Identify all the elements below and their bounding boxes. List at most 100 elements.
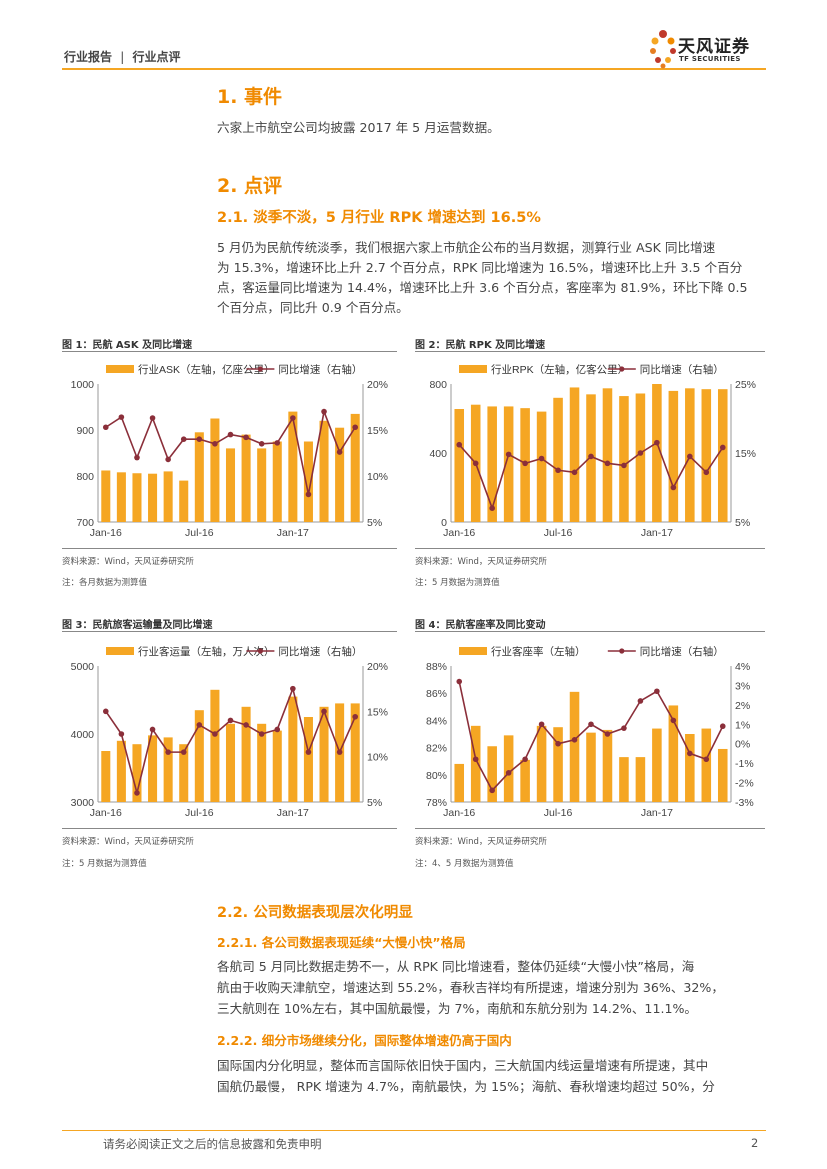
- left-tick-label: 80%: [426, 770, 447, 782]
- growth-point: [258, 731, 265, 737]
- x-tick-label: Jan-17: [277, 807, 309, 819]
- legend-bar-swatch: [459, 647, 487, 655]
- growth-point: [196, 436, 203, 442]
- x-tick-label: Jan-17: [277, 527, 309, 539]
- footer-disclaimer: 请务必阅读正文之后的信息披露和免责申明: [103, 1137, 322, 1151]
- growth-point: [719, 444, 726, 451]
- bar: [257, 448, 267, 522]
- growth-point: [274, 440, 281, 446]
- growth-point: [180, 436, 187, 442]
- growth-point: [149, 726, 156, 733]
- bar: [350, 703, 360, 802]
- bar: [241, 706, 251, 802]
- figure-1-title: 图 1：民航 ASK 及同比增速: [62, 340, 193, 351]
- growth-point: [654, 439, 660, 446]
- bar: [210, 689, 220, 802]
- x-tick-label: Jan-16: [443, 527, 475, 539]
- growth-point: [555, 467, 561, 474]
- bar: [553, 397, 563, 522]
- section-2-2-heading: 2.2. 公司数据表现层次化明显: [217, 905, 413, 921]
- growth-point: [321, 408, 327, 415]
- bar: [652, 384, 662, 522]
- growth-point: [352, 424, 359, 431]
- growth-point: [670, 717, 677, 724]
- growth-point: [472, 756, 479, 763]
- bar: [225, 448, 236, 522]
- left-tick-label: 800: [429, 379, 447, 391]
- growth-point: [604, 731, 611, 737]
- growth-point: [621, 725, 627, 731]
- bar: [569, 387, 580, 522]
- growth-point: [321, 708, 327, 715]
- left-tick-label: 84%: [426, 715, 447, 727]
- growth-point: [621, 462, 627, 469]
- growth-point: [588, 721, 594, 728]
- bar: [586, 732, 596, 802]
- growth-point: [134, 790, 140, 796]
- bar: [179, 744, 189, 802]
- bar: [635, 757, 646, 802]
- left-tick-label: 0: [441, 517, 447, 529]
- growth-point: [134, 454, 140, 461]
- growth-point: [505, 451, 512, 458]
- growth-point: [290, 415, 296, 421]
- figure-2-title: 图 2：民航 RPK 及同比增速: [415, 340, 546, 351]
- right-tick-label: 4%: [735, 661, 750, 673]
- left-tick-label: 400: [429, 448, 447, 460]
- figure-3-bottom-rule: [62, 828, 397, 829]
- left-tick-label: 4000: [71, 729, 95, 741]
- growth-point: [227, 717, 234, 724]
- legend-bar-label: 行业RPK（左轴，亿客公里）: [491, 363, 628, 376]
- growth-point: [352, 713, 359, 720]
- growth-point: [538, 455, 545, 462]
- bar: [163, 471, 173, 522]
- bar: [520, 759, 530, 802]
- growth-point: [703, 469, 710, 476]
- header-rule: [62, 68, 766, 70]
- bar: [288, 411, 298, 522]
- bar: [132, 744, 142, 802]
- legend-bar-swatch: [106, 365, 134, 373]
- x-tick-label: Jul-16: [185, 527, 214, 539]
- legend-line-marker: [257, 366, 263, 372]
- bar: [503, 406, 514, 522]
- growth-point: [670, 484, 677, 491]
- growth-point: [654, 688, 660, 695]
- right-tick-label: 3%: [735, 680, 750, 692]
- legend-line-marker: [619, 366, 625, 372]
- left-tick-label: 3000: [71, 797, 95, 809]
- figure-3-rule: [62, 631, 397, 632]
- growth-point: [571, 737, 578, 743]
- bar: [569, 691, 580, 802]
- growth-point: [604, 460, 611, 467]
- right-tick-label: 0%: [735, 739, 750, 751]
- growth-point: [456, 441, 463, 448]
- bar: [487, 746, 497, 802]
- growth-point: [637, 698, 644, 704]
- growth-point: [290, 685, 296, 692]
- right-tick-label: 10%: [367, 471, 388, 483]
- x-tick-label: Jan-16: [90, 807, 122, 819]
- figure-4-chart: 行业客座率（左轴） 同比增速（右轴） 78% 80% 82% 84% 86% 88% -3% -2…: [426, 645, 754, 819]
- section-1-text: 六家上市航空公司均披露 2017 年 5 月运营数据。: [217, 120, 500, 135]
- bar: [319, 420, 329, 522]
- bar: [101, 751, 111, 802]
- right-tick-label: 20%: [367, 661, 388, 673]
- bar: [536, 725, 547, 802]
- right-tick-label: 2%: [735, 700, 750, 712]
- bar: [470, 725, 481, 802]
- growth-point: [212, 731, 218, 737]
- growth-point: [180, 749, 187, 755]
- growth-point: [102, 424, 109, 431]
- bar: [194, 432, 204, 522]
- bar: [288, 696, 298, 802]
- figure-1-source: 资料来源：Wind，天风证券研究所: [62, 557, 194, 567]
- growth-point: [165, 749, 171, 755]
- logo-english-name: TF SECURITIES: [679, 55, 741, 63]
- bar: [241, 434, 251, 522]
- bar: [350, 413, 360, 522]
- bar: [619, 396, 629, 522]
- right-tick-label: 5%: [367, 797, 382, 809]
- bar: [116, 472, 126, 522]
- right-tick-label: 15%: [735, 448, 756, 460]
